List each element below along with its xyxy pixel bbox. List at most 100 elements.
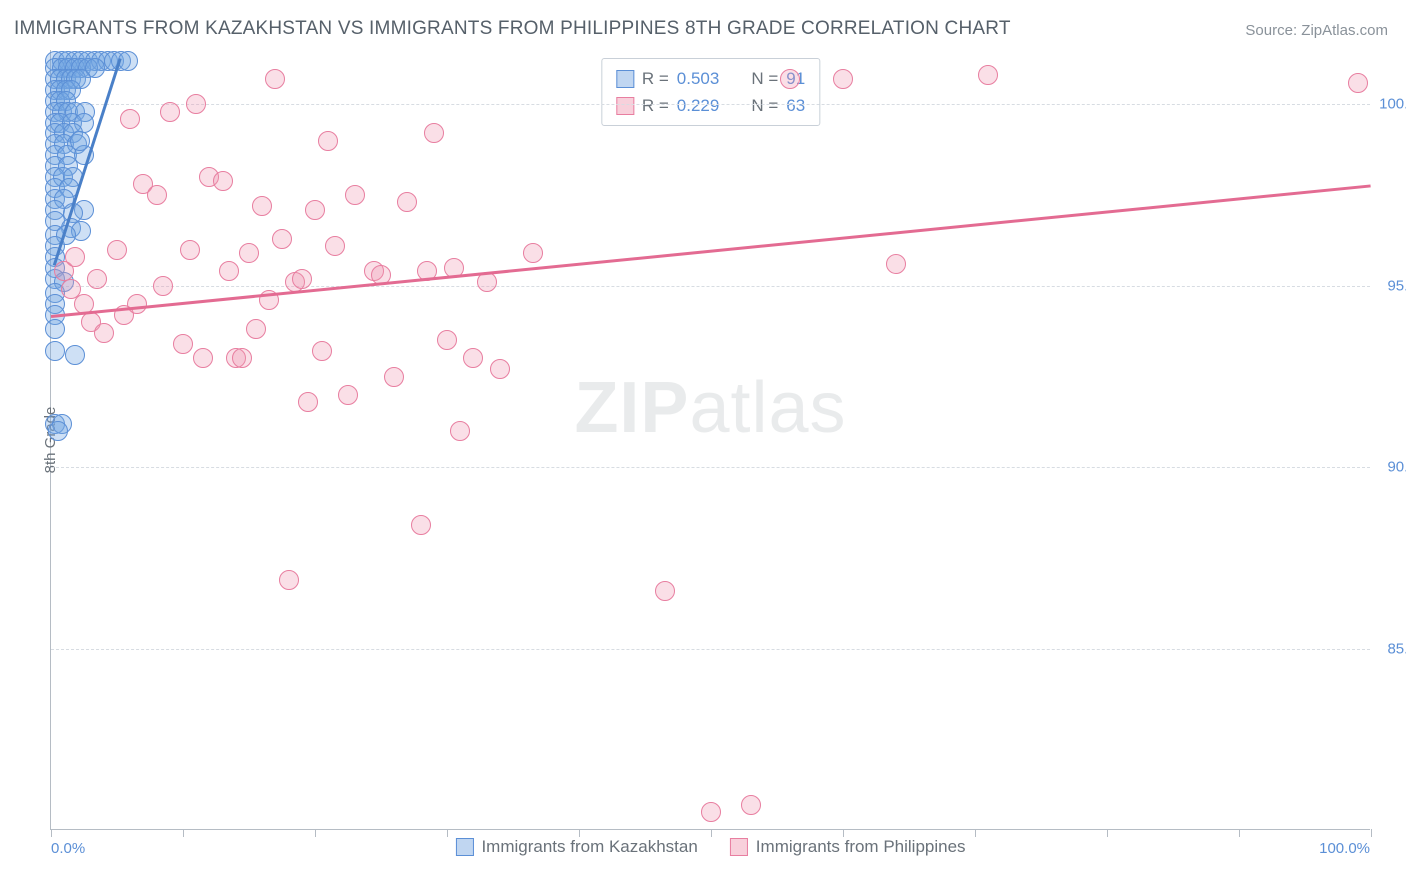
data-point-philippines bbox=[701, 802, 721, 822]
data-point-philippines bbox=[292, 269, 312, 289]
data-point-philippines bbox=[193, 348, 213, 368]
data-point-philippines bbox=[147, 185, 167, 205]
watermark: ZIPatlas bbox=[574, 367, 846, 449]
y-tick-label: 90.0% bbox=[1387, 459, 1406, 476]
data-point-philippines bbox=[780, 69, 800, 89]
x-tick bbox=[51, 829, 52, 837]
data-point-kazakhstan bbox=[48, 421, 68, 441]
data-point-philippines bbox=[213, 171, 233, 191]
x-tick bbox=[1239, 829, 1240, 837]
x-tick bbox=[711, 829, 712, 837]
data-point-philippines bbox=[186, 94, 206, 114]
data-point-philippines bbox=[833, 69, 853, 89]
data-point-philippines bbox=[397, 192, 417, 212]
legend-swatch-pink bbox=[730, 838, 748, 856]
n-label: N = bbox=[751, 92, 778, 119]
data-point-philippines bbox=[978, 65, 998, 85]
data-point-philippines bbox=[318, 131, 338, 151]
bottom-legend: Immigrants from Kazakhstan Immigrants fro… bbox=[455, 837, 965, 857]
x-tick bbox=[1107, 829, 1108, 837]
gridline-h bbox=[51, 649, 1370, 650]
r-label: R = bbox=[642, 65, 669, 92]
y-tick-label: 95.0% bbox=[1387, 277, 1406, 294]
data-point-philippines bbox=[279, 570, 299, 590]
data-point-kazakhstan bbox=[65, 345, 85, 365]
gridline-h bbox=[51, 467, 1370, 468]
data-point-kazakhstan bbox=[45, 341, 65, 361]
r-value: 0.503 bbox=[677, 65, 720, 92]
data-point-philippines bbox=[87, 269, 107, 289]
data-point-philippines bbox=[107, 240, 127, 260]
r-label: R = bbox=[642, 92, 669, 119]
data-point-philippines bbox=[450, 421, 470, 441]
data-point-philippines bbox=[153, 276, 173, 296]
data-point-philippines bbox=[219, 261, 239, 281]
data-point-philippines bbox=[173, 334, 193, 354]
n-label: N = bbox=[751, 65, 778, 92]
legend-label: Immigrants from Philippines bbox=[756, 837, 966, 857]
data-point-philippines bbox=[338, 385, 358, 405]
legend-swatch-pink bbox=[616, 97, 634, 115]
data-point-philippines bbox=[437, 330, 457, 350]
x-tick bbox=[315, 829, 316, 837]
data-point-philippines bbox=[463, 348, 483, 368]
x-tick bbox=[843, 829, 844, 837]
data-point-philippines bbox=[298, 392, 318, 412]
data-point-philippines bbox=[127, 294, 147, 314]
data-point-philippines bbox=[411, 515, 431, 535]
watermark-bold: ZIP bbox=[574, 368, 689, 448]
r-value: 0.229 bbox=[677, 92, 720, 119]
legend-label: Immigrants from Kazakhstan bbox=[481, 837, 697, 857]
data-point-philippines bbox=[523, 243, 543, 263]
data-point-philippines bbox=[160, 102, 180, 122]
x-axis-max-label: 100.0% bbox=[1319, 840, 1370, 857]
data-point-philippines bbox=[312, 341, 332, 361]
data-point-philippines bbox=[424, 123, 444, 143]
data-point-philippines bbox=[325, 236, 345, 256]
data-point-philippines bbox=[232, 348, 252, 368]
data-point-philippines bbox=[490, 359, 510, 379]
data-point-philippines bbox=[94, 323, 114, 343]
data-point-philippines bbox=[239, 243, 259, 263]
data-point-philippines bbox=[741, 795, 761, 815]
y-tick-label: 85.0% bbox=[1387, 640, 1406, 657]
legend-swatch-blue bbox=[616, 70, 634, 88]
legend-stats-row: R = 0.229 N = 63 bbox=[616, 92, 805, 119]
y-tick-label: 100.0% bbox=[1379, 96, 1406, 113]
legend-item: Immigrants from Philippines bbox=[730, 837, 966, 857]
watermark-light: atlas bbox=[689, 368, 846, 448]
x-tick bbox=[1371, 829, 1372, 837]
data-point-kazakhstan bbox=[70, 131, 90, 151]
data-point-philippines bbox=[265, 69, 285, 89]
x-tick bbox=[447, 829, 448, 837]
data-point-philippines bbox=[1348, 73, 1368, 93]
chart-title: IMMIGRANTS FROM KAZAKHSTAN VS IMMIGRANTS… bbox=[14, 18, 1011, 40]
source-label: Source: bbox=[1245, 22, 1301, 39]
legend-item: Immigrants from Kazakhstan bbox=[455, 837, 697, 857]
data-point-philippines bbox=[384, 367, 404, 387]
x-tick bbox=[579, 829, 580, 837]
data-point-philippines bbox=[477, 272, 497, 292]
data-point-kazakhstan bbox=[45, 319, 65, 339]
data-point-philippines bbox=[345, 185, 365, 205]
data-point-kazakhstan bbox=[118, 51, 138, 71]
legend-swatch-blue bbox=[455, 838, 473, 856]
data-point-philippines bbox=[305, 200, 325, 220]
legend-stats-row: R = 0.503N = 91 bbox=[616, 65, 805, 92]
scatter-chart: 8th Grade ZIPatlas R = 0.503N = 91R = 0.… bbox=[50, 50, 1370, 830]
gridline-h bbox=[51, 286, 1370, 287]
x-tick bbox=[183, 829, 184, 837]
data-point-philippines bbox=[246, 319, 266, 339]
data-point-philippines bbox=[65, 247, 85, 267]
data-point-philippines bbox=[180, 240, 200, 260]
data-point-philippines bbox=[655, 581, 675, 601]
source-attribution: Source: ZipAtlas.com bbox=[1245, 22, 1388, 39]
source-link[interactable]: ZipAtlas.com bbox=[1301, 22, 1388, 39]
data-point-philippines bbox=[120, 109, 140, 129]
data-point-philippines bbox=[252, 196, 272, 216]
n-value: 63 bbox=[786, 92, 805, 119]
data-point-philippines bbox=[272, 229, 292, 249]
gridline-h bbox=[51, 104, 1370, 105]
x-axis-min-label: 0.0% bbox=[51, 840, 85, 857]
data-point-philippines bbox=[886, 254, 906, 274]
